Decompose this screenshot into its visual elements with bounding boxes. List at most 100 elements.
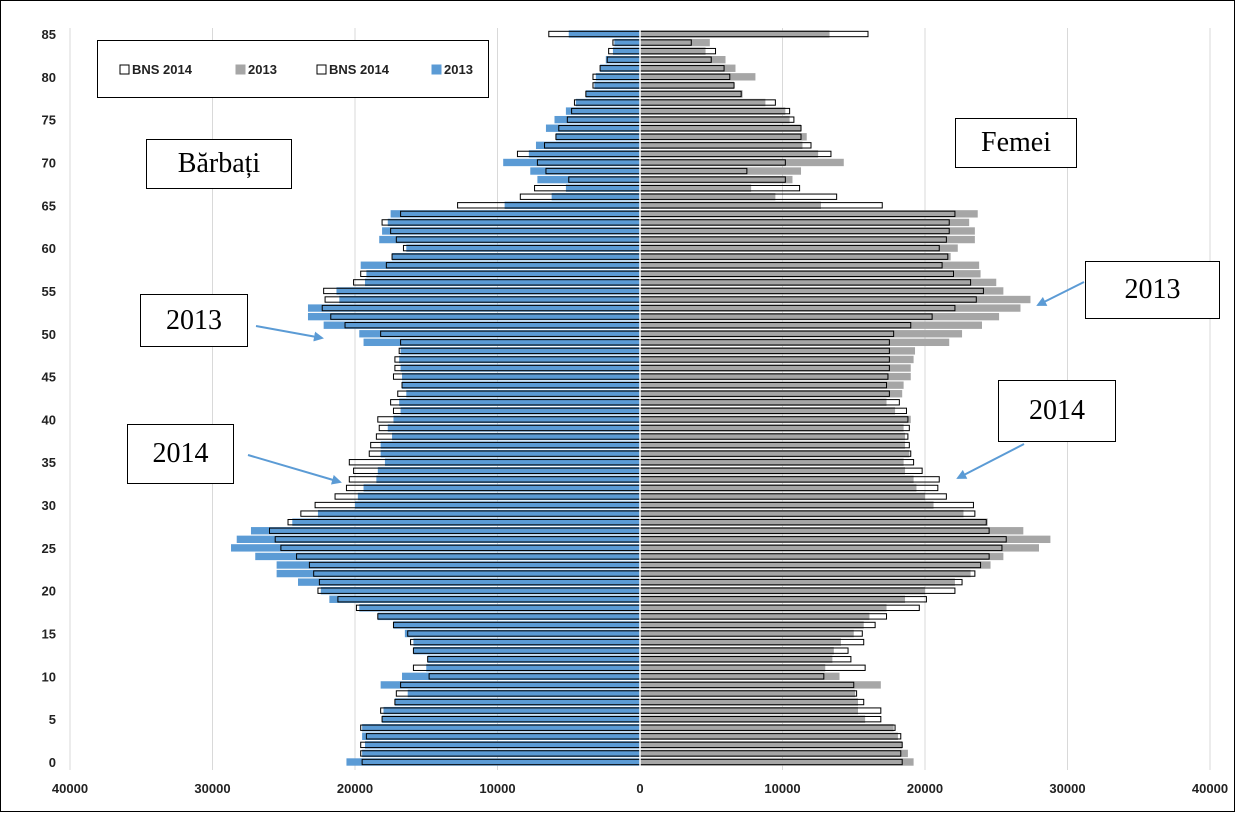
bar-men-overlap <box>391 229 640 233</box>
y-tick-label: 75 <box>42 113 56 128</box>
y-tick-label: 55 <box>42 284 56 299</box>
bar-women-overlap <box>640 195 775 199</box>
bar-women-overlap <box>640 340 889 345</box>
bar-men-overlap <box>401 349 640 353</box>
bar-women-overlap <box>640 511 963 516</box>
bar-men-overlap <box>385 460 640 464</box>
bar-women-overlap <box>640 117 789 122</box>
bar-women-overlap <box>640 49 705 53</box>
annotation-2013-left: 2013 <box>140 294 248 347</box>
bar-women-overlap <box>640 734 897 738</box>
bar-women-overlap <box>640 589 924 593</box>
bar-women-overlap <box>640 563 980 567</box>
x-tick-label: 20000 <box>337 781 373 796</box>
bar-women-overlap <box>640 383 886 387</box>
bar-men-overlap <box>428 657 640 661</box>
bar-women-overlap <box>640 66 724 70</box>
annotation-arrow <box>255 325 324 342</box>
bar-women-overlap <box>640 186 751 190</box>
bar-women-overlap <box>640 177 785 182</box>
bar-women-overlap <box>640 40 691 45</box>
legend-swatch <box>431 64 442 75</box>
bar-men-overlap <box>401 340 640 345</box>
bar-women-overlap <box>640 263 942 267</box>
bar-men-overlap <box>403 374 640 379</box>
bar-men-overlap <box>384 708 640 713</box>
bar-women-overlap <box>640 546 1001 550</box>
bar-women-overlap <box>640 631 853 636</box>
bar-women-overlap <box>640 426 903 430</box>
bar-men-overlap <box>401 683 640 687</box>
bar-women-overlap <box>640 100 765 105</box>
x-tick-label: 30000 <box>194 781 230 796</box>
bar-women-overlap <box>640 477 913 482</box>
bar-women-overlap <box>640 700 858 704</box>
bar-women-overlap <box>640 349 889 353</box>
bar-women-overlap <box>640 160 785 165</box>
bar-men-overlap <box>387 263 640 267</box>
y-tick-label: 10 <box>42 669 56 684</box>
bar-men-overlap <box>393 255 640 259</box>
legend-label: BNS 2014 <box>132 62 193 77</box>
legend-label: BNS 2014 <box>329 62 390 77</box>
bar-men-overlap <box>546 169 640 173</box>
bar-men-overlap <box>360 606 640 610</box>
bar-men-overlap <box>381 443 640 447</box>
bar-women-overlap <box>640 83 734 88</box>
bar-men-overlap <box>569 177 640 182</box>
bar-women-overlap <box>640 469 905 473</box>
bar-women-overlap <box>640 306 954 310</box>
bar-women-overlap <box>640 648 833 653</box>
bar-women-overlap <box>640 623 863 627</box>
legend-entries: BNS 2014 2013 BNS 2014 2013 <box>119 62 473 77</box>
bar-men-overlap <box>401 366 640 370</box>
bar-women-overlap <box>640 143 802 148</box>
bar-men-overlap <box>615 40 640 45</box>
bar-men-overlap <box>414 640 640 644</box>
bar-men-overlap <box>363 751 640 756</box>
axis-tick-labels: 40000 30000 20000 10000 0 10000 20000 30000 4000… <box>42 27 1229 796</box>
y-tick-label: 5 <box>49 712 56 727</box>
x-tick-label: 10000 <box>479 781 515 796</box>
bar-women-overlap <box>640 400 886 404</box>
bar-men-overlap <box>394 417 640 422</box>
bar-men-overlap <box>427 666 640 670</box>
legend-swatch <box>316 64 327 75</box>
y-tick-label: 25 <box>42 541 56 556</box>
bar-women-overlap <box>640 683 853 687</box>
bar-men-overlap <box>367 734 640 738</box>
bar-men-overlap <box>338 597 640 601</box>
bar-women-overlap <box>640 606 886 610</box>
legend-label: 2013 <box>444 62 473 77</box>
bar-men-overlap <box>356 503 640 507</box>
bar-men-overlap <box>276 537 640 541</box>
bar-men-overlap <box>394 623 640 627</box>
annotation-2014-left: 2014 <box>127 424 234 484</box>
y-tick-label: 45 <box>42 370 56 385</box>
bar-men-overlap <box>407 392 640 396</box>
bar-women-overlap <box>640 297 976 302</box>
bar-women-overlap <box>640 520 986 524</box>
bar-women-overlap <box>640 169 746 173</box>
bar-men-overlap <box>601 66 640 70</box>
y-tick-label: 85 <box>42 27 56 42</box>
bar-women-overlap <box>640 374 887 379</box>
bar-men-overlap <box>383 717 640 721</box>
bar-men-overlap <box>365 743 640 747</box>
bar-men-overlap <box>608 58 640 62</box>
bar-men-overlap <box>408 631 640 636</box>
bar-women-overlap <box>640 75 729 79</box>
bar-women-overlap <box>640 666 825 670</box>
bar-men-overlap <box>559 126 640 130</box>
bar-women-overlap <box>640 443 905 447</box>
bar-women-overlap <box>640 314 932 319</box>
bar-men-overlap <box>381 332 640 336</box>
bar-women-overlap <box>640 272 953 276</box>
bar-men-overlap <box>318 511 640 516</box>
bar-men-overlap <box>538 160 640 165</box>
bar-men-overlap <box>414 648 640 653</box>
annotation-2013-right: 2013 <box>1085 261 1220 319</box>
y-tick-label: 80 <box>42 70 56 85</box>
annotation-arrow <box>956 443 1025 479</box>
bar-men-overlap <box>545 143 640 148</box>
